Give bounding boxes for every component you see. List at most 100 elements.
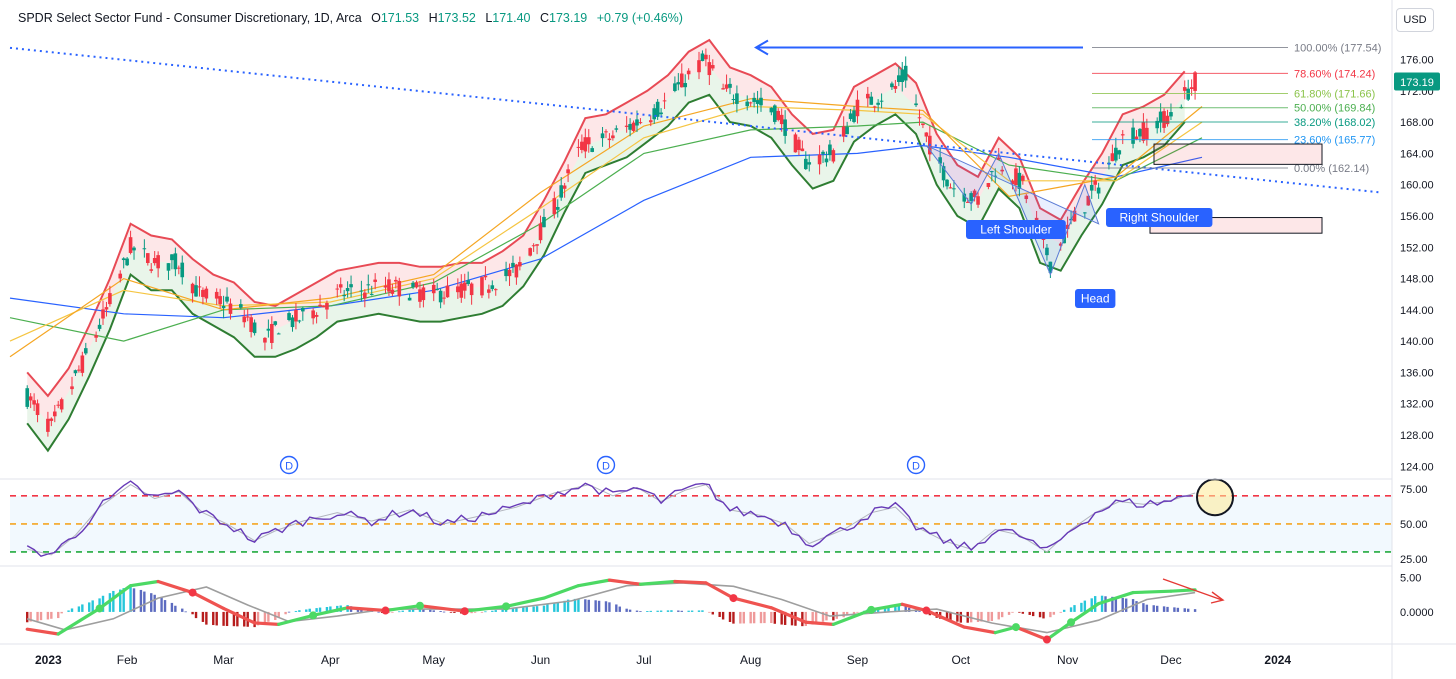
momentum-line-segment (673, 579, 708, 585)
candle (1141, 113, 1146, 144)
histogram-bar (1038, 611, 1042, 618)
candle-body (535, 244, 539, 246)
histogram-bar (1083, 600, 1087, 612)
histogram-bar (129, 586, 132, 612)
candle-body (146, 253, 150, 264)
candle (1169, 103, 1173, 121)
fib-label-0: 100.00% (177.54) (1294, 43, 1381, 55)
momentum-line-segment (463, 604, 508, 613)
candle (173, 247, 178, 277)
candle-body (390, 289, 395, 294)
time-tick-7: Aug (740, 653, 761, 667)
candle-body (1089, 184, 1094, 191)
candles (25, 48, 1197, 437)
candle (1072, 206, 1077, 222)
histogram-bar (956, 611, 959, 622)
candle (611, 130, 615, 141)
candle-body (469, 283, 474, 296)
candle-body (1117, 150, 1122, 155)
candle (132, 246, 136, 260)
candle (821, 150, 825, 163)
histogram-bar (811, 611, 814, 625)
candle-body (1165, 115, 1170, 125)
candle-body (431, 284, 436, 294)
time-tick-1: Feb (117, 653, 138, 667)
candle (776, 108, 781, 122)
candle-body (1120, 134, 1125, 136)
candle (655, 99, 660, 120)
candle (817, 145, 822, 175)
histogram-bar (315, 608, 318, 612)
candle (600, 127, 605, 147)
rsi-panel[interactable] (10, 478, 1392, 557)
candle (366, 274, 371, 293)
histogram-bar (732, 611, 735, 624)
histogram-bar (904, 606, 907, 612)
histogram-bar (1135, 601, 1138, 612)
crossover-dot (1011, 623, 1020, 632)
candle-body (990, 171, 994, 173)
symbol-title[interactable]: SPDR Select Sector Fund - Consumer Discr… (18, 11, 362, 25)
histogram-bar (174, 605, 177, 612)
candle-body (170, 254, 174, 261)
histogram-bar (391, 611, 394, 613)
right-shoulder-label-text: Right Shoulder (1120, 211, 1199, 225)
candle (748, 101, 753, 107)
histogram-bar (1176, 607, 1180, 612)
price-panel[interactable]: 100.00% (177.54) 78.60% (174.24) 61.80% (1… (9, 38, 1381, 475)
candle-body (793, 134, 798, 153)
crossover-dot (309, 611, 318, 620)
currency-button[interactable]: USD (1396, 8, 1434, 32)
dividend-marker-circle (279, 455, 299, 475)
candle-body (1182, 87, 1187, 91)
candle-body (359, 290, 364, 292)
histogram-bar (666, 610, 670, 612)
candle (852, 106, 856, 124)
candle (1093, 174, 1097, 192)
candle (731, 94, 736, 105)
dividend-marker-1: D (596, 455, 616, 475)
candle-body (397, 280, 402, 297)
candle (679, 63, 684, 88)
candle (986, 182, 991, 190)
candle (118, 270, 123, 283)
candle-body (586, 137, 591, 145)
candle (1155, 117, 1159, 134)
candle-body (101, 309, 105, 319)
histogram-bar (566, 599, 570, 612)
candle (1186, 79, 1190, 102)
histogram-bar (1166, 606, 1169, 612)
candle (301, 306, 305, 321)
price-tick-11: 132.00 (1400, 399, 1434, 411)
candle-body (845, 127, 849, 135)
candle-body (28, 396, 33, 401)
candle (445, 276, 450, 298)
candle (797, 136, 801, 156)
candle-body (580, 141, 584, 150)
candle-body (507, 269, 512, 277)
histogram-bar (639, 611, 642, 612)
histogram-bar (1173, 607, 1176, 612)
histogram-bar (597, 600, 601, 612)
time-tick-0: 2023 (35, 653, 62, 667)
candle-body (239, 304, 243, 308)
histogram-bar (1073, 605, 1076, 612)
candle (890, 81, 894, 90)
candle-body (1010, 180, 1015, 185)
histogram-bar (473, 611, 477, 613)
rsi-highlight-circle (1196, 478, 1234, 517)
candle-body (752, 97, 756, 102)
momentum-line-segment (607, 578, 643, 586)
histogram-bar (1162, 606, 1166, 612)
crossover-dot (460, 607, 469, 616)
candle (803, 151, 808, 170)
candle-body (314, 314, 319, 317)
candle-body (1017, 172, 1022, 189)
momentum-panel[interactable] (25, 578, 1225, 644)
histogram-bar (997, 611, 1000, 620)
candle-body (1141, 122, 1146, 141)
candle-body (797, 139, 801, 150)
candle (438, 288, 443, 309)
candle (993, 168, 998, 184)
